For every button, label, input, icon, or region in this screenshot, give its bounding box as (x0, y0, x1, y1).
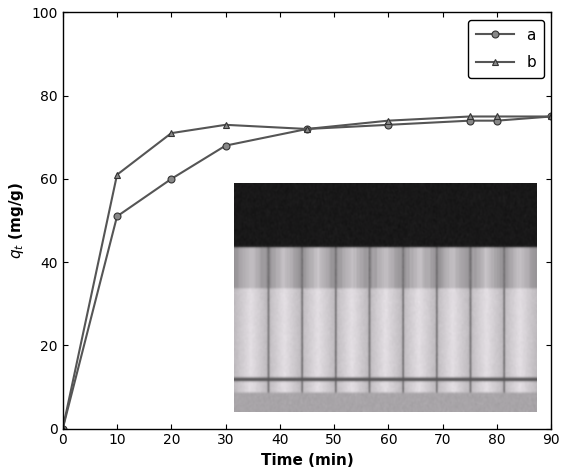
b (467, 114, 473, 119)
a (60, 426, 66, 431)
X-axis label: Time (min): Time (min) (261, 453, 353, 468)
a (467, 118, 473, 124)
b (113, 172, 120, 178)
b (60, 426, 66, 431)
Y-axis label: $q_t$ (mg/g): $q_t$ (mg/g) (7, 182, 26, 259)
a (303, 126, 310, 132)
Line: b: b (60, 113, 555, 432)
a (168, 176, 175, 182)
b (385, 118, 392, 124)
b (168, 130, 175, 136)
a (548, 114, 555, 119)
a (493, 118, 500, 124)
b (548, 114, 555, 119)
b (493, 114, 500, 119)
a (113, 214, 120, 219)
a (385, 122, 392, 128)
b (303, 126, 310, 132)
a (222, 143, 229, 149)
b (222, 122, 229, 128)
Legend: a, b: a, b (468, 20, 544, 77)
Line: a: a (60, 113, 555, 432)
